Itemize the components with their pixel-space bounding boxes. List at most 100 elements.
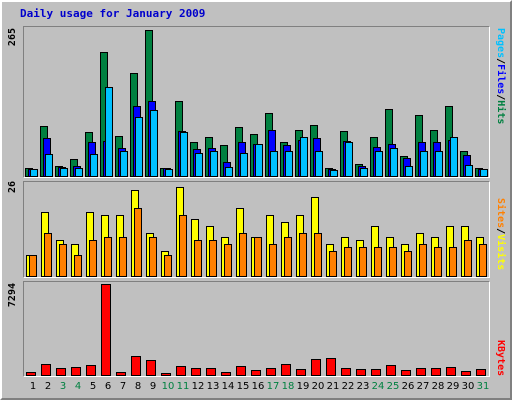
sites-bar-day-15 xyxy=(239,233,247,277)
legend-kbytes-label: KBytes xyxy=(495,340,506,377)
day-label-30: 30 xyxy=(461,381,475,392)
day-label-27: 27 xyxy=(416,381,430,392)
day-label-22: 22 xyxy=(341,381,355,392)
day-label-3: 3 xyxy=(59,381,67,392)
pages-bar-day-17 xyxy=(270,151,278,177)
kbytes-bar-day-10 xyxy=(161,373,171,376)
kbytes-bar-day-14 xyxy=(221,372,231,376)
pages-bar-day-7 xyxy=(120,151,128,177)
pages-bar-day-21 xyxy=(330,170,338,177)
day-label-2: 2 xyxy=(44,381,52,392)
sites-bar-day-27 xyxy=(419,244,427,277)
legend-hits-files-pages: Pages/Files/Hits xyxy=(495,28,506,125)
sites-bar-day-6 xyxy=(104,237,112,277)
kbytes-bar-day-21 xyxy=(326,358,336,376)
sites-bar-day-16 xyxy=(254,237,262,277)
pages-bar-day-4 xyxy=(75,168,83,177)
kbytes-bar-day-26 xyxy=(401,370,411,376)
kbytes-bar-day-23 xyxy=(356,369,366,376)
sites-bar-day-8 xyxy=(134,208,142,277)
sites-bar-day-21 xyxy=(329,251,337,277)
kbytes-bar-day-24 xyxy=(371,369,381,376)
day-label-8: 8 xyxy=(134,381,142,392)
pages-bar-day-31 xyxy=(480,169,488,177)
pages-bar-day-25 xyxy=(390,148,398,177)
day-label-7: 7 xyxy=(119,381,127,392)
kbytes-bar-day-7 xyxy=(116,372,126,376)
kbytes-bar-day-8 xyxy=(131,356,141,376)
day-label-18: 18 xyxy=(281,381,295,392)
day-label-20: 20 xyxy=(311,381,325,392)
sites-bar-day-19 xyxy=(299,233,307,277)
pages-bar-day-6 xyxy=(105,87,113,177)
pages-bar-day-15 xyxy=(240,153,248,177)
kbytes-bar-day-18 xyxy=(281,364,291,376)
pages-bar-day-14 xyxy=(225,167,233,177)
pages-bar-day-30 xyxy=(465,165,473,177)
sites-bar-day-28 xyxy=(434,247,442,277)
pages-bar-day-13 xyxy=(210,151,218,177)
day-label-4: 4 xyxy=(74,381,82,392)
page-title: Daily usage for January 2009 xyxy=(20,7,206,20)
sites-bar-day-29 xyxy=(449,247,457,277)
kbytes-bar-day-11 xyxy=(176,366,186,376)
kbytes-bar-day-17 xyxy=(266,368,276,376)
sites-bar-day-13 xyxy=(209,240,217,277)
day-label-24: 24 xyxy=(371,381,385,392)
legend-kbytes: KBytes xyxy=(495,340,506,377)
day-label-13: 13 xyxy=(206,381,220,392)
kbytes-bar-day-2 xyxy=(41,364,51,376)
pages-bar-day-3 xyxy=(60,168,68,177)
sites-bar-day-5 xyxy=(89,240,97,277)
pages-bar-day-27 xyxy=(420,151,428,177)
kbytes-bar-day-31 xyxy=(476,369,486,376)
day-label-9: 9 xyxy=(149,381,157,392)
day-label-11: 11 xyxy=(176,381,190,392)
pages-bar-day-26 xyxy=(405,166,413,177)
kbytes-bar-day-9 xyxy=(146,360,156,376)
day-label-6: 6 xyxy=(104,381,112,392)
legend-hits: Hits xyxy=(495,100,506,125)
day-label-16: 16 xyxy=(251,381,265,392)
pages-bar-day-22 xyxy=(345,142,353,177)
kbytes-bar-day-16 xyxy=(251,370,261,376)
kbytes-bar-day-13 xyxy=(206,368,216,376)
sites-bar-day-7 xyxy=(119,237,127,277)
pages-bar-day-1 xyxy=(30,169,38,177)
sites-bar-day-22 xyxy=(344,247,352,277)
kbytes-bar-day-30 xyxy=(461,371,471,376)
sites-bar-day-18 xyxy=(284,237,292,277)
pages-bar-day-2 xyxy=(45,154,53,177)
day-label-26: 26 xyxy=(401,381,415,392)
pages-bar-day-20 xyxy=(315,151,323,177)
pages-bar-day-19 xyxy=(300,137,308,177)
kbytes-bar-day-4 xyxy=(71,367,81,376)
kbytes-bar-day-6 xyxy=(101,284,111,376)
day-label-5: 5 xyxy=(89,381,97,392)
pages-bar-day-23 xyxy=(360,168,368,177)
kbytes-panel xyxy=(23,281,490,377)
sites-bar-day-11 xyxy=(179,215,187,277)
day-label-15: 15 xyxy=(236,381,250,392)
sites-bar-day-3 xyxy=(59,244,67,277)
kbytes-bar-day-20 xyxy=(311,359,321,376)
day-label-29: 29 xyxy=(446,381,460,392)
day-label-31: 31 xyxy=(476,381,490,392)
kbytes-bar-day-15 xyxy=(236,366,246,376)
sites-bar-day-24 xyxy=(374,247,382,277)
sites-bar-day-10 xyxy=(164,255,172,277)
sites-bar-day-12 xyxy=(194,240,202,277)
day-label-19: 19 xyxy=(296,381,310,392)
legend-visits: Visits xyxy=(495,234,506,271)
kbytes-bar-day-28 xyxy=(431,368,441,376)
pages-bar-day-11 xyxy=(180,132,188,177)
sites-bar-day-20 xyxy=(314,233,322,277)
pages-bar-day-5 xyxy=(90,154,98,177)
sites-bar-day-4 xyxy=(74,255,82,277)
pages-bar-day-28 xyxy=(435,151,443,177)
kbytes-bar-day-29 xyxy=(446,367,456,376)
kbytes-bar-day-27 xyxy=(416,368,426,376)
kbytes-bar-day-5 xyxy=(86,365,96,376)
legend-pages: Pages xyxy=(495,28,506,59)
sites-bar-day-26 xyxy=(404,251,412,277)
